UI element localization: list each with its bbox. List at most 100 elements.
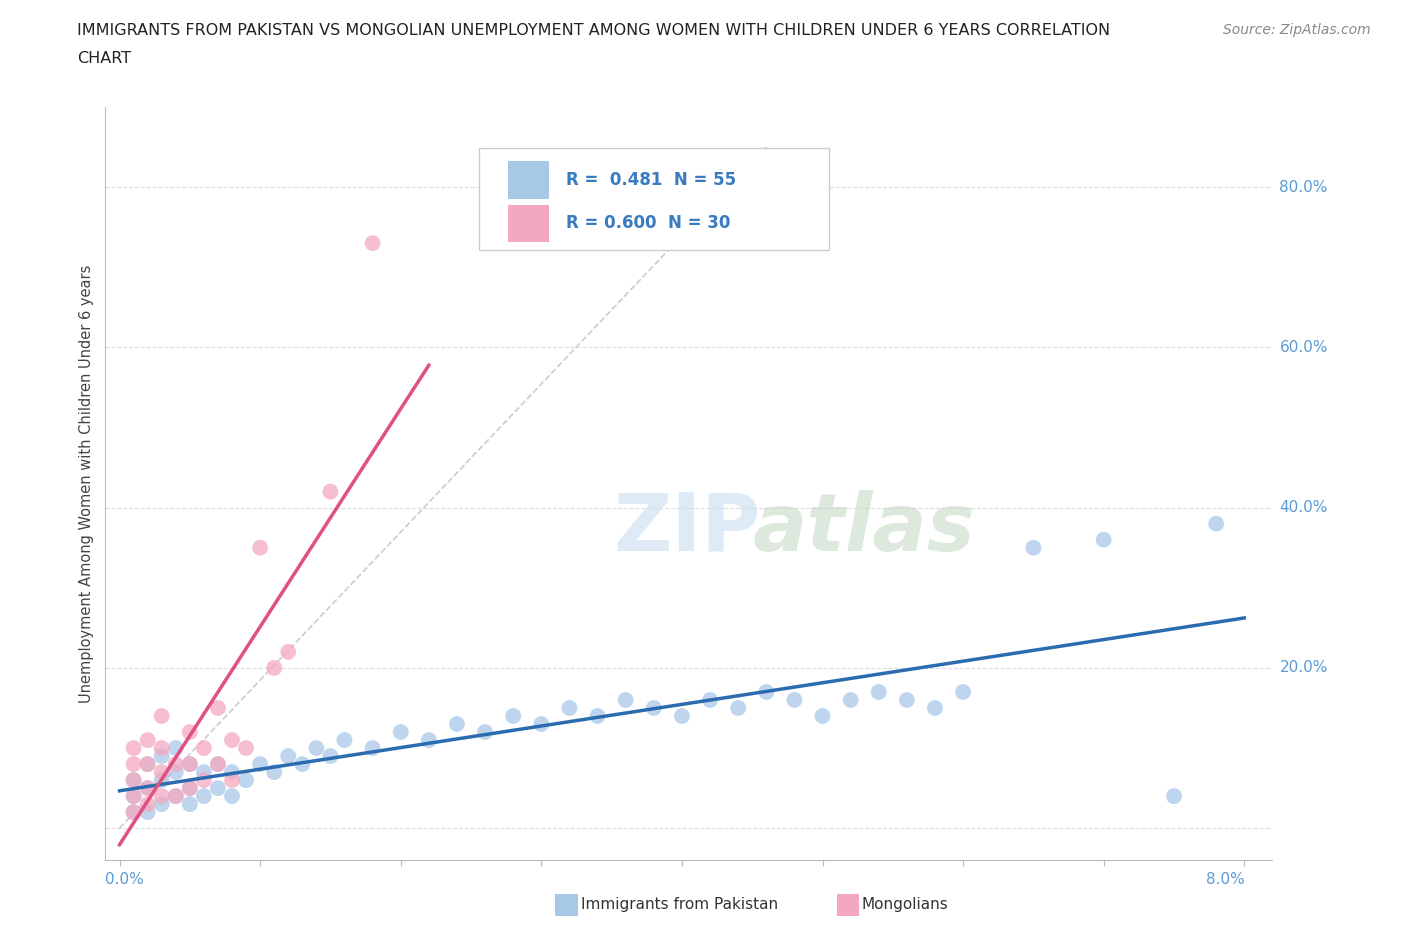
Point: [305, 740, 328, 755]
Point: [221, 773, 243, 788]
Point: [446, 717, 468, 732]
Text: Mongolians: Mongolians: [862, 897, 949, 912]
Point: [249, 540, 271, 555]
Point: [1022, 540, 1045, 555]
Point: [614, 693, 637, 708]
Text: 8.0%: 8.0%: [1205, 872, 1244, 887]
Point: [896, 693, 918, 708]
Bar: [555, 894, 578, 916]
Point: [277, 749, 299, 764]
Point: [136, 757, 159, 772]
Text: CHART: CHART: [77, 51, 131, 66]
Point: [207, 757, 229, 772]
Point: [136, 797, 159, 812]
Point: [277, 644, 299, 659]
Text: R = 0.600  N = 30: R = 0.600 N = 30: [567, 215, 731, 232]
Point: [558, 700, 581, 715]
Point: [136, 780, 159, 795]
Text: R =  0.481  N = 55: R = 0.481 N = 55: [567, 171, 737, 189]
Point: [165, 757, 187, 772]
Point: [952, 684, 974, 699]
Point: [699, 693, 721, 708]
Text: 80.0%: 80.0%: [1279, 179, 1327, 194]
Point: [179, 724, 201, 739]
Point: [122, 804, 145, 819]
Point: [122, 804, 145, 819]
Point: [136, 780, 159, 795]
Point: [263, 764, 285, 779]
Point: [150, 797, 173, 812]
Point: [150, 740, 173, 755]
Point: [319, 749, 342, 764]
Text: 0.0%: 0.0%: [105, 872, 145, 887]
Point: [136, 757, 159, 772]
Text: IMMIGRANTS FROM PAKISTAN VS MONGOLIAN UNEMPLOYMENT AMONG WOMEN WITH CHILDREN UND: IMMIGRANTS FROM PAKISTAN VS MONGOLIAN UN…: [77, 23, 1111, 38]
Point: [122, 789, 145, 804]
Point: [207, 757, 229, 772]
Point: [150, 773, 173, 788]
Bar: [837, 894, 859, 916]
Point: [179, 780, 201, 795]
Point: [122, 773, 145, 788]
Point: [1205, 516, 1227, 531]
Point: [235, 740, 257, 755]
Point: [150, 749, 173, 764]
Point: [136, 804, 159, 819]
Point: [291, 757, 314, 772]
Point: [235, 773, 257, 788]
Point: [122, 740, 145, 755]
Point: [150, 709, 173, 724]
Bar: [508, 205, 548, 243]
Point: [193, 773, 215, 788]
Text: atlas: atlas: [754, 490, 976, 568]
Point: [122, 757, 145, 772]
Point: [165, 789, 187, 804]
Point: [249, 757, 271, 772]
Point: [1163, 789, 1185, 804]
Point: [150, 789, 173, 804]
Point: [671, 709, 693, 724]
Point: [221, 789, 243, 804]
Point: [193, 740, 215, 755]
Point: [179, 797, 201, 812]
Point: [221, 764, 243, 779]
Point: [165, 740, 187, 755]
Point: [193, 764, 215, 779]
Point: [179, 780, 201, 795]
Point: [811, 709, 834, 724]
Point: [122, 773, 145, 788]
Text: Source: ZipAtlas.com: Source: ZipAtlas.com: [1223, 23, 1371, 37]
Point: [868, 684, 890, 699]
Y-axis label: Unemployment Among Women with Children Under 6 years: Unemployment Among Women with Children U…: [79, 264, 94, 703]
Point: [179, 757, 201, 772]
Point: [165, 764, 187, 779]
Point: [150, 764, 173, 779]
Point: [333, 733, 356, 748]
Point: [530, 717, 553, 732]
Point: [193, 789, 215, 804]
Point: [361, 740, 384, 755]
Bar: [508, 161, 548, 199]
Point: [1092, 532, 1115, 547]
Text: Immigrants from Pakistan: Immigrants from Pakistan: [581, 897, 778, 912]
Text: 20.0%: 20.0%: [1279, 660, 1327, 675]
Point: [136, 733, 159, 748]
Point: [165, 789, 187, 804]
Point: [474, 724, 496, 739]
Point: [783, 693, 806, 708]
Point: [755, 684, 778, 699]
Point: [263, 660, 285, 675]
Text: 60.0%: 60.0%: [1279, 339, 1327, 355]
Point: [221, 733, 243, 748]
FancyBboxPatch shape: [479, 149, 830, 250]
Point: [643, 700, 665, 715]
Point: [361, 235, 384, 250]
Point: [839, 693, 862, 708]
Point: [586, 709, 609, 724]
Point: [179, 757, 201, 772]
Point: [924, 700, 946, 715]
Point: [319, 485, 342, 499]
Point: [207, 700, 229, 715]
Point: [207, 780, 229, 795]
Text: ZIP: ZIP: [613, 490, 761, 568]
